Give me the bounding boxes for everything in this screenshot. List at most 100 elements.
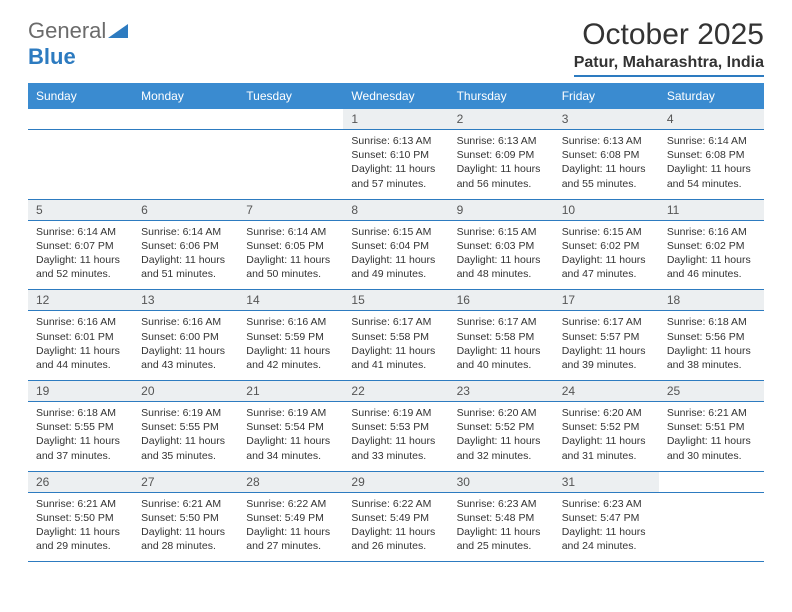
sunrise-line: Sunrise: 6:19 AM <box>141 406 230 420</box>
daylight-line: Daylight: 11 hours and 38 minutes. <box>667 344 756 372</box>
sunrise-line: Sunrise: 6:14 AM <box>36 225 125 239</box>
sunset-line: Sunset: 6:02 PM <box>562 239 651 253</box>
detail-cell: Sunrise: 6:13 AMSunset: 6:10 PMDaylight:… <box>343 130 448 200</box>
calendar-page: GeneralBlue October 2025 Patur, Maharash… <box>0 0 792 562</box>
sunset-line: Sunset: 5:54 PM <box>246 420 335 434</box>
detail-cell: Sunrise: 6:15 AMSunset: 6:03 PMDaylight:… <box>449 220 554 290</box>
sunset-line: Sunset: 5:51 PM <box>667 420 756 434</box>
daynum-cell: 22 <box>343 381 448 402</box>
daylight-line: Daylight: 11 hours and 52 minutes. <box>36 253 125 281</box>
daynum-cell: 15 <box>343 290 448 311</box>
sunset-line: Sunset: 5:57 PM <box>562 330 651 344</box>
sunset-line: Sunset: 5:55 PM <box>141 420 230 434</box>
daynum-cell: 18 <box>659 290 764 311</box>
logo: GeneralBlue <box>28 18 128 70</box>
sunrise-line: Sunrise: 6:19 AM <box>246 406 335 420</box>
sunrise-line: Sunrise: 6:14 AM <box>246 225 335 239</box>
daylight-line: Daylight: 11 hours and 41 minutes. <box>351 344 440 372</box>
daynum-cell: 16 <box>449 290 554 311</box>
detail-cell: Sunrise: 6:18 AMSunset: 5:55 PMDaylight:… <box>28 402 133 472</box>
sunset-line: Sunset: 5:58 PM <box>457 330 546 344</box>
sunrise-line: Sunrise: 6:22 AM <box>246 497 335 511</box>
daynum-cell: 4 <box>659 109 764 130</box>
detail-cell: Sunrise: 6:17 AMSunset: 5:57 PMDaylight:… <box>554 311 659 381</box>
detail-cell <box>659 492 764 562</box>
daylight-line: Daylight: 11 hours and 47 minutes. <box>562 253 651 281</box>
detail-cell: Sunrise: 6:21 AMSunset: 5:51 PMDaylight:… <box>659 402 764 472</box>
sunrise-line: Sunrise: 6:16 AM <box>36 315 125 329</box>
sunset-line: Sunset: 5:49 PM <box>351 511 440 525</box>
detail-cell: Sunrise: 6:15 AMSunset: 6:04 PMDaylight:… <box>343 220 448 290</box>
detail-cell: Sunrise: 6:14 AMSunset: 6:06 PMDaylight:… <box>133 220 238 290</box>
daynum-cell: 24 <box>554 381 659 402</box>
sunset-line: Sunset: 5:52 PM <box>457 420 546 434</box>
daynum-cell: 3 <box>554 109 659 130</box>
daylight-line: Daylight: 11 hours and 24 minutes. <box>562 525 651 553</box>
detail-cell: Sunrise: 6:15 AMSunset: 6:02 PMDaylight:… <box>554 220 659 290</box>
sunrise-line: Sunrise: 6:16 AM <box>667 225 756 239</box>
daynum-cell: 19 <box>28 381 133 402</box>
detail-cell: Sunrise: 6:21 AMSunset: 5:50 PMDaylight:… <box>28 492 133 562</box>
sunrise-line: Sunrise: 6:17 AM <box>457 315 546 329</box>
sunrise-line: Sunrise: 6:23 AM <box>457 497 546 511</box>
week-4-numrow: 262728293031 <box>28 471 764 492</box>
sunrise-line: Sunrise: 6:15 AM <box>562 225 651 239</box>
sunrise-line: Sunrise: 6:22 AM <box>351 497 440 511</box>
sunrise-line: Sunrise: 6:20 AM <box>562 406 651 420</box>
detail-cell: Sunrise: 6:17 AMSunset: 5:58 PMDaylight:… <box>449 311 554 381</box>
detail-cell <box>28 130 133 200</box>
header: GeneralBlue October 2025 Patur, Maharash… <box>28 18 764 77</box>
daylight-line: Daylight: 11 hours and 28 minutes. <box>141 525 230 553</box>
daynum-cell: 5 <box>28 199 133 220</box>
detail-cell: Sunrise: 6:13 AMSunset: 6:09 PMDaylight:… <box>449 130 554 200</box>
daylight-line: Daylight: 11 hours and 35 minutes. <box>141 434 230 462</box>
daylight-line: Daylight: 11 hours and 55 minutes. <box>562 162 651 190</box>
sunrise-line: Sunrise: 6:17 AM <box>562 315 651 329</box>
sunset-line: Sunset: 6:08 PM <box>667 148 756 162</box>
sunrise-line: Sunrise: 6:16 AM <box>141 315 230 329</box>
detail-cell: Sunrise: 6:16 AMSunset: 5:59 PMDaylight:… <box>238 311 343 381</box>
sunset-line: Sunset: 5:56 PM <box>667 330 756 344</box>
sunrise-line: Sunrise: 6:21 AM <box>141 497 230 511</box>
detail-cell: Sunrise: 6:16 AMSunset: 6:01 PMDaylight:… <box>28 311 133 381</box>
dayhead-sat: Saturday <box>659 83 764 109</box>
daynum-cell: 12 <box>28 290 133 311</box>
sunset-line: Sunset: 5:58 PM <box>351 330 440 344</box>
daynum-cell: 7 <box>238 199 343 220</box>
week-2-detailrow: Sunrise: 6:16 AMSunset: 6:01 PMDaylight:… <box>28 311 764 381</box>
logo-word2: Blue <box>28 44 76 69</box>
daynum-cell: 23 <box>449 381 554 402</box>
sunset-line: Sunset: 6:00 PM <box>141 330 230 344</box>
daylight-line: Daylight: 11 hours and 32 minutes. <box>457 434 546 462</box>
logo-triangle-icon <box>108 24 128 38</box>
sunrise-line: Sunrise: 6:19 AM <box>351 406 440 420</box>
daynum-cell: 17 <box>554 290 659 311</box>
week-1-numrow: 567891011 <box>28 199 764 220</box>
daynum-cell <box>238 109 343 130</box>
sunset-line: Sunset: 6:06 PM <box>141 239 230 253</box>
sunrise-line: Sunrise: 6:13 AM <box>351 134 440 148</box>
daylight-line: Daylight: 11 hours and 33 minutes. <box>351 434 440 462</box>
dayhead-thu: Thursday <box>449 83 554 109</box>
sunrise-line: Sunrise: 6:14 AM <box>141 225 230 239</box>
daynum-cell: 2 <box>449 109 554 130</box>
daylight-line: Daylight: 11 hours and 25 minutes. <box>457 525 546 553</box>
week-4-detailrow: Sunrise: 6:21 AMSunset: 5:50 PMDaylight:… <box>28 492 764 562</box>
daynum-cell: 14 <box>238 290 343 311</box>
week-3-numrow: 19202122232425 <box>28 381 764 402</box>
daylight-line: Daylight: 11 hours and 29 minutes. <box>36 525 125 553</box>
sunrise-line: Sunrise: 6:20 AM <box>457 406 546 420</box>
daylight-line: Daylight: 11 hours and 34 minutes. <box>246 434 335 462</box>
daynum-cell: 10 <box>554 199 659 220</box>
daylight-line: Daylight: 11 hours and 44 minutes. <box>36 344 125 372</box>
daynum-cell: 31 <box>554 471 659 492</box>
dayhead-mon: Monday <box>133 83 238 109</box>
dayhead-sun: Sunday <box>28 83 133 109</box>
sunrise-line: Sunrise: 6:15 AM <box>351 225 440 239</box>
sunrise-line: Sunrise: 6:15 AM <box>457 225 546 239</box>
sunrise-line: Sunrise: 6:17 AM <box>351 315 440 329</box>
sunset-line: Sunset: 5:55 PM <box>36 420 125 434</box>
daynum-cell: 28 <box>238 471 343 492</box>
sunset-line: Sunset: 5:50 PM <box>141 511 230 525</box>
daylight-line: Daylight: 11 hours and 27 minutes. <box>246 525 335 553</box>
